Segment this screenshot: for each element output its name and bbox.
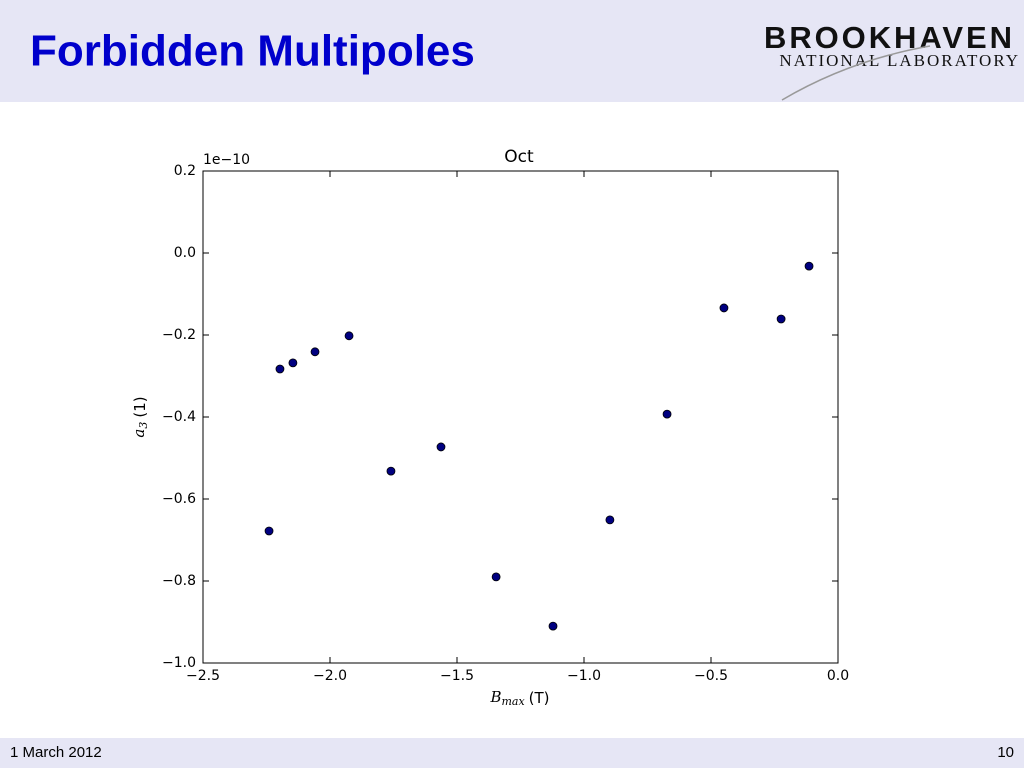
data-point xyxy=(804,261,814,271)
y-label-symbol: a xyxy=(130,429,148,438)
x-label-subscript: max xyxy=(501,695,525,708)
logo-swoosh xyxy=(781,45,931,101)
x-tick-label: −1.0 xyxy=(567,668,601,684)
plot: Oct 1e−10 Bmax (T) a3 (1) 0.2 0.0 −0.2 −0.4 −0… xyxy=(130,147,849,708)
data-point xyxy=(288,358,298,368)
header-band xyxy=(0,0,1024,102)
axes-frame xyxy=(202,170,839,664)
y-tick-label: −0.6 xyxy=(162,491,196,507)
x-tick-label: −0.5 xyxy=(694,668,728,684)
data-point xyxy=(275,364,285,374)
data-point xyxy=(310,347,320,357)
x-tick-label: −2.5 xyxy=(186,668,220,684)
x-tick-label: 0.0 xyxy=(827,668,849,684)
data-point xyxy=(776,314,786,324)
data-point xyxy=(436,442,446,452)
page-number: 10 xyxy=(997,744,1014,761)
y-tick-label: −0.2 xyxy=(162,327,196,343)
y-tick-label: 0.2 xyxy=(174,163,196,179)
y-tick-label: 0.0 xyxy=(174,245,196,261)
x-tick-label: −2.0 xyxy=(313,668,347,684)
data-point xyxy=(548,621,558,631)
data-point xyxy=(264,526,274,536)
slide-title: Forbidden Multipoles xyxy=(30,27,475,76)
data-point xyxy=(605,515,615,525)
data-point xyxy=(386,466,396,476)
data-point xyxy=(344,331,354,341)
data-point xyxy=(662,409,672,419)
y-tick-label: −1.0 xyxy=(162,655,196,671)
footer-date: 1 March 2012 xyxy=(10,744,102,761)
logo-subtitle: NATIONAL LABORATORY xyxy=(779,51,1020,70)
y-label-unit: (1) xyxy=(131,396,149,417)
y-tick-label: −0.8 xyxy=(162,573,196,589)
chart-title: Oct xyxy=(504,147,534,167)
y-tick-label: −0.4 xyxy=(162,409,196,425)
y-label-subscript: 3 xyxy=(137,422,150,429)
logo-name: BROOKHAVEN xyxy=(764,20,1012,55)
x-tick-label: −1.5 xyxy=(440,668,474,684)
data-point xyxy=(719,303,729,313)
x-label-symbol: B xyxy=(489,688,501,706)
y-offset-label: 1e−10 xyxy=(203,152,250,168)
data-point xyxy=(491,572,501,582)
y-axis-label: a3 (1) xyxy=(130,396,150,437)
footer-band xyxy=(0,738,1024,768)
x-label-unit: (T) xyxy=(529,689,550,707)
x-axis-label: Bmax (T) xyxy=(489,688,549,708)
